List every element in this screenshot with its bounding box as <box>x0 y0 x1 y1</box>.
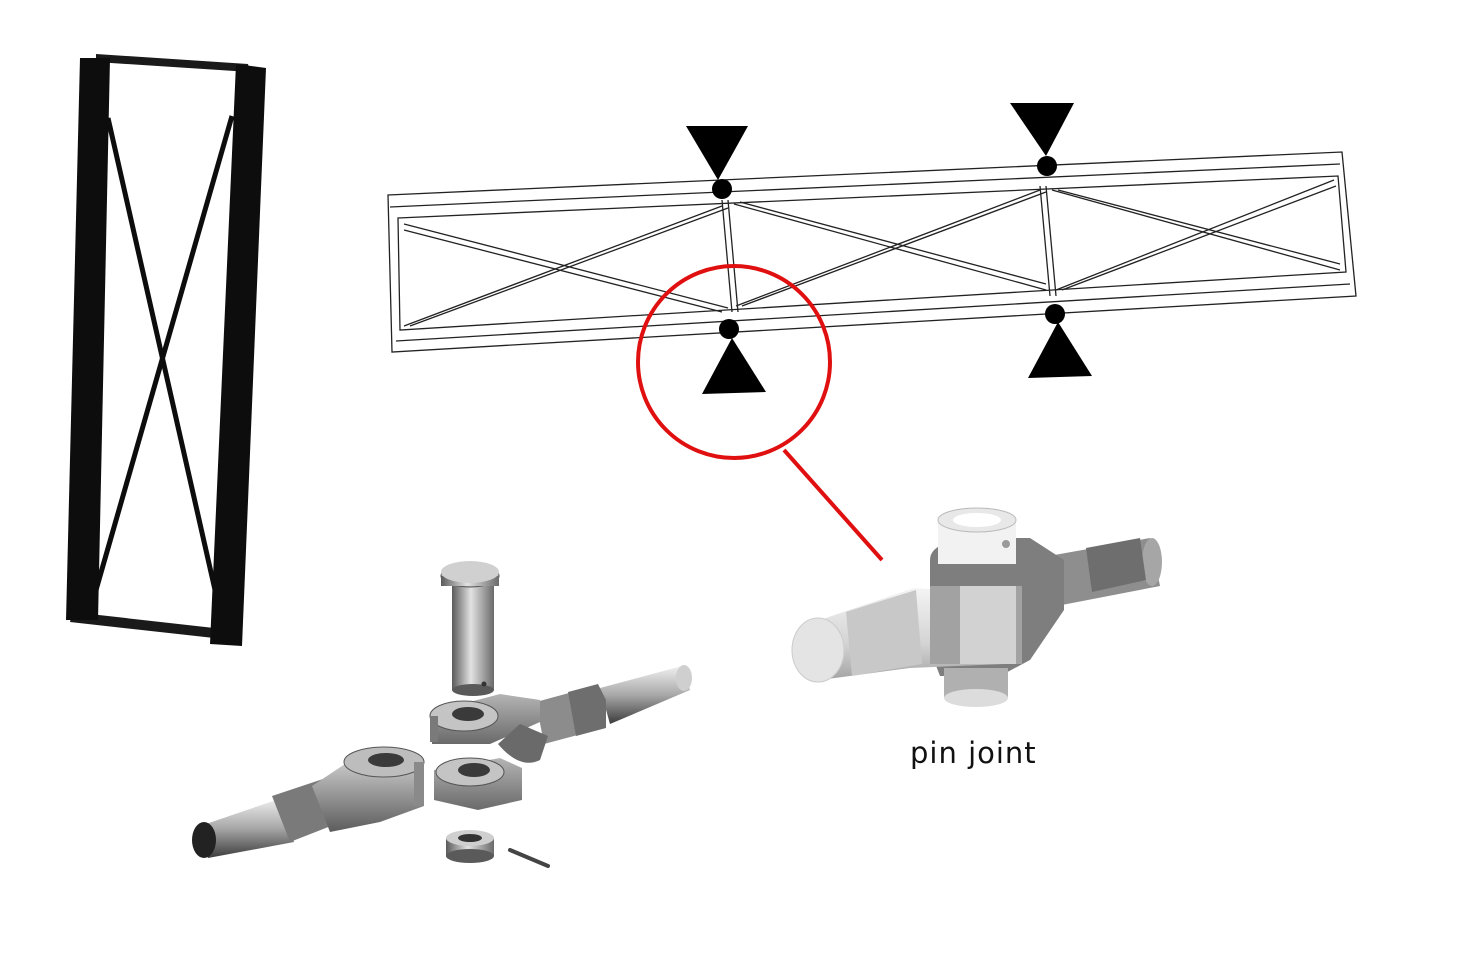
frame-top-rail <box>96 54 250 72</box>
detail-callout <box>636 264 884 562</box>
frame-brace-a <box>105 117 223 613</box>
truss-chord-top <box>389 163 1341 208</box>
pin-node-icon <box>1045 304 1065 324</box>
truss-chord-bottom <box>395 283 1351 342</box>
frame-brace-b <box>93 115 235 591</box>
truss-supports <box>686 103 1092 394</box>
retaining-collar <box>446 830 494 863</box>
triangle-down-icon <box>1010 103 1074 156</box>
truss-vertical-1 <box>721 199 733 313</box>
frame-bottom-rail <box>70 612 232 640</box>
truss-vertical-1b <box>727 199 739 313</box>
truss-beam <box>387 151 1357 353</box>
callout-leader <box>782 448 884 562</box>
highlight-circle <box>636 264 832 460</box>
triangle-down-icon <box>686 126 748 180</box>
tall-braced-frame <box>66 54 266 646</box>
pin-joint-caption: pin joint <box>910 736 1037 770</box>
truss-vertical-2 <box>1039 185 1051 297</box>
truss-vertical-2b <box>1045 185 1057 297</box>
assembled-eye-rod-end <box>791 617 845 683</box>
clevis-pin <box>440 561 500 696</box>
truss-outline <box>387 151 1357 353</box>
pin-node-icon <box>712 179 732 199</box>
truss-inner-outline <box>397 175 1347 331</box>
cotter-pin <box>508 848 550 868</box>
exploded-pin-joint <box>192 561 692 868</box>
pin-node-icon <box>719 319 739 339</box>
eye-rod <box>192 746 425 858</box>
frame-right-post <box>210 64 266 646</box>
pin-node-icon <box>1037 156 1057 176</box>
triangle-up-icon <box>702 338 766 394</box>
frame-left-post <box>66 58 110 620</box>
assembled-pin-joint <box>791 507 1162 707</box>
triangle-up-icon <box>1028 322 1092 378</box>
truss-diagonals <box>403 179 1341 327</box>
clevis-rod <box>429 665 692 810</box>
